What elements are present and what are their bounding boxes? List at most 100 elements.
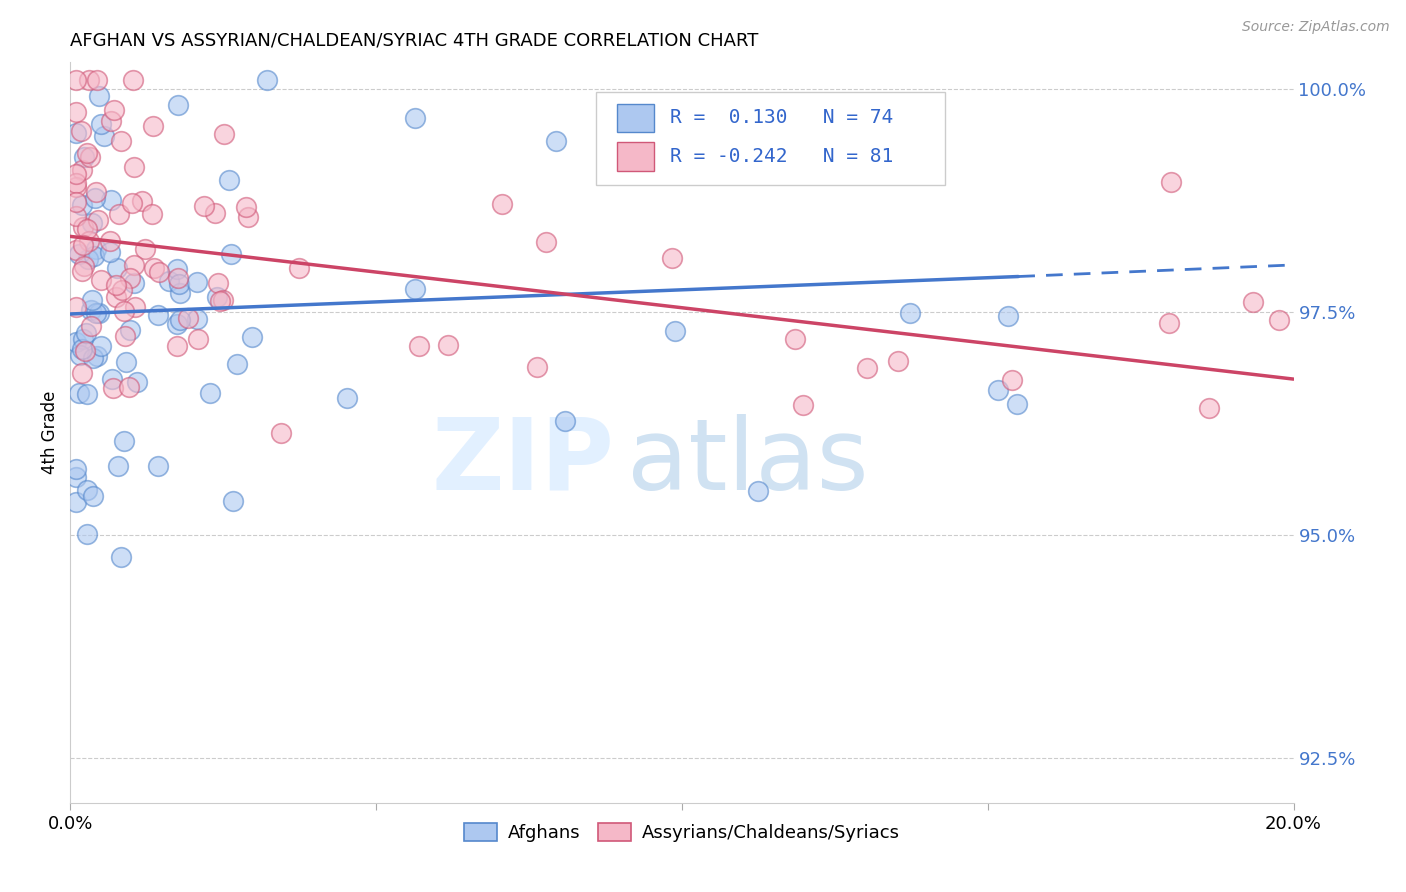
Point [997, 310, 1019, 324]
FancyBboxPatch shape [617, 103, 654, 132]
Point [661, 251, 683, 265]
FancyBboxPatch shape [596, 92, 945, 185]
Point [169, 313, 191, 327]
Point [89, 88, 111, 103]
Point [75, 343, 97, 358]
Point [76, 527, 98, 541]
Point [236, 210, 259, 224]
Point [100, 193, 122, 207]
Point [288, 261, 311, 276]
Point [101, 372, 124, 386]
Point [65, 209, 87, 223]
Point [121, 196, 143, 211]
Point [141, 207, 163, 221]
Point [1157, 316, 1180, 330]
Point [187, 332, 209, 346]
Point [111, 283, 134, 297]
Point [526, 359, 548, 374]
Point [77, 73, 100, 87]
Text: R = -0.242   N = 81: R = -0.242 N = 81 [669, 147, 893, 166]
Point [1160, 175, 1182, 189]
Point [1268, 313, 1291, 327]
Point [142, 260, 165, 275]
Point [69, 124, 91, 138]
Point [79, 150, 101, 164]
Point [65, 334, 87, 349]
Text: AFGHAN VS ASSYRIAN/CHALDEAN/SYRIAC 4TH GRADE CORRELATION CHART: AFGHAN VS ASSYRIAN/CHALDEAN/SYRIAC 4TH G… [70, 32, 759, 50]
Text: ZIP: ZIP [432, 414, 614, 511]
Point [536, 235, 558, 249]
Point [72, 238, 94, 252]
Point [65, 180, 87, 194]
Legend: Afghans, Assyrians/Chaldeans/Syriacs: Afghans, Assyrians/Chaldeans/Syriacs [457, 816, 907, 849]
Point [72, 219, 94, 234]
Point [115, 354, 138, 368]
Point [118, 323, 141, 337]
Point [112, 434, 135, 448]
Point [225, 357, 247, 371]
Point [664, 324, 686, 338]
Point [124, 301, 146, 315]
Point [211, 293, 233, 307]
Point [148, 309, 170, 323]
Point [65, 301, 87, 315]
Point [107, 458, 129, 473]
Point [1241, 294, 1264, 309]
Point [987, 383, 1010, 397]
Point [105, 277, 128, 292]
Point [65, 167, 87, 181]
Point [103, 103, 125, 117]
Point [404, 282, 426, 296]
Point [65, 126, 87, 140]
Point [65, 194, 87, 209]
Point [166, 317, 188, 331]
Point [235, 200, 257, 214]
Point [157, 274, 180, 288]
Point [169, 286, 191, 301]
Point [118, 380, 141, 394]
Point [75, 326, 97, 340]
Point [84, 191, 107, 205]
Point [67, 386, 90, 401]
Point [76, 222, 98, 236]
Point [82, 216, 104, 230]
Point [240, 330, 263, 344]
Point [80, 302, 103, 317]
Point [65, 243, 87, 257]
Point [166, 270, 188, 285]
Point [176, 310, 198, 325]
Point [110, 549, 132, 564]
Point [122, 276, 145, 290]
Point [148, 458, 170, 473]
Point [207, 277, 229, 291]
Point [72, 333, 94, 347]
Point [65, 494, 87, 508]
Point [79, 234, 101, 248]
Point [193, 199, 215, 213]
Point [100, 113, 122, 128]
Point [87, 305, 110, 319]
Point [134, 242, 156, 256]
Point [90, 273, 112, 287]
Point [98, 234, 121, 248]
Point [142, 119, 165, 133]
Point [792, 398, 814, 412]
Point [73, 260, 96, 274]
Point [98, 244, 121, 259]
Point [893, 113, 915, 128]
Point [112, 303, 135, 318]
Point [1001, 373, 1024, 387]
Point [90, 339, 112, 353]
Point [84, 242, 107, 256]
Point [86, 349, 108, 363]
Point [87, 213, 110, 227]
Point [82, 489, 104, 503]
Point [855, 360, 877, 375]
Point [886, 354, 908, 368]
Point [70, 163, 93, 178]
Point [110, 134, 132, 148]
Point [122, 73, 145, 87]
Point [82, 293, 104, 307]
Point [186, 275, 208, 289]
Point [336, 392, 359, 406]
